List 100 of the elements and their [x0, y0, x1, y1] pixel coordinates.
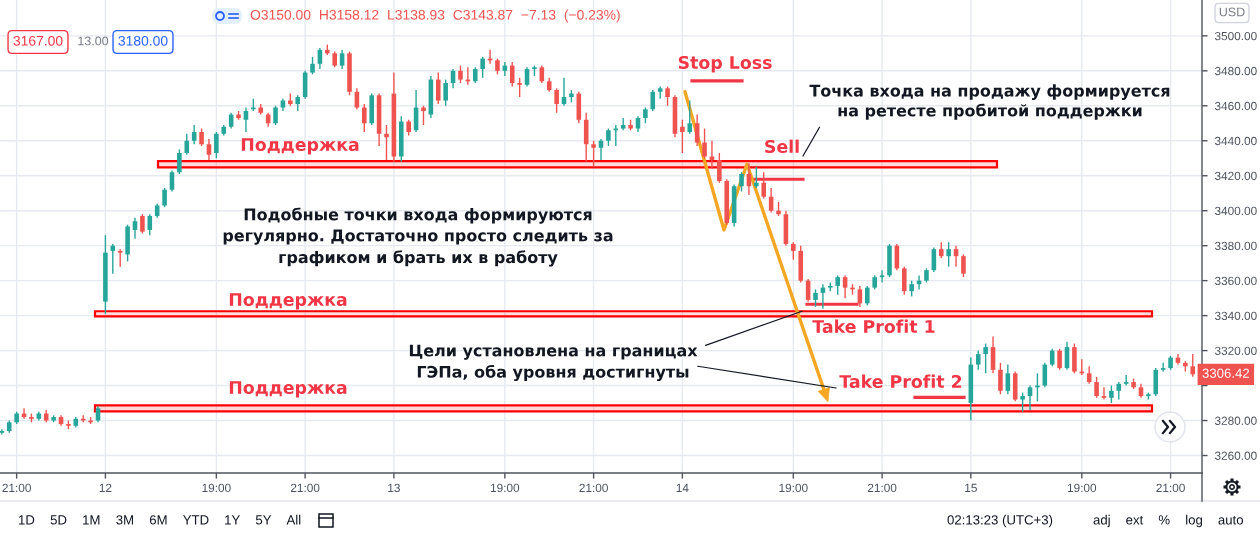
candlestick — [687, 99, 693, 135]
candlestick — [1057, 348, 1062, 371]
x-tick-label: 12 — [99, 483, 112, 492]
candlestick — [554, 87, 559, 114]
y-tick-label: 3440.00 — [1214, 136, 1257, 146]
candlestick — [1094, 376, 1099, 399]
y-tick-label: 3380.00 — [1214, 241, 1257, 251]
x-tick-label: 21:00 — [2, 483, 31, 493]
x-tick-label: 21:00 — [579, 483, 608, 493]
candlestick — [517, 77, 522, 98]
candlestick — [761, 171, 767, 200]
text: USD — [1219, 7, 1245, 17]
ref-line-label: Take Profit 2 — [839, 374, 962, 389]
candlestick — [435, 71, 441, 105]
candlestick — [975, 349, 981, 371]
candlestick — [443, 78, 448, 107]
y-tick-label: 3260.00 — [1214, 451, 1257, 460]
annotation: Подобные точки входа формируются регулярно. Достаточно просто следить за графиком и брать их в работу — [223, 207, 613, 267]
x-tick-label: 21:00 — [1156, 483, 1185, 493]
candlestick — [362, 103, 367, 133]
candlestick — [754, 166, 759, 189]
candlestick — [421, 105, 426, 126]
candlestick — [717, 152, 722, 184]
candlestick — [1190, 353, 1196, 378]
candlestick — [169, 169, 175, 193]
candlestick — [206, 138, 212, 161]
candlestick — [162, 187, 167, 208]
candlestick — [657, 85, 663, 100]
candlestick — [901, 265, 907, 296]
annotation: Цели установлена на границах — [409, 344, 698, 360]
candlestick — [132, 217, 138, 240]
ref-line-label: Sell — [765, 139, 799, 154]
y-tick-label: 3280.00 — [1214, 416, 1257, 425]
candlestick — [214, 131, 219, 159]
candlestick — [961, 253, 966, 278]
annotation: Точка входа на продажу формируется на ретесте пробитой поддержки — [809, 84, 1170, 120]
candlestick — [879, 269, 885, 284]
ref-line-label: Take Profit 1 — [812, 319, 935, 334]
candlestick — [946, 241, 951, 268]
text: 1D 5D 1M 3M 6M YTD 1Y 5Y All — [19, 514, 301, 525]
candlestick — [191, 124, 197, 145]
x-tick-label: 19:00 — [490, 483, 520, 493]
candlestick — [998, 362, 1003, 396]
candlestick — [509, 61, 515, 88]
annotation: O3150.00 H3158.12 L3138.93 C3143.87 −7.13 (−0.23%) — [250, 9, 620, 23]
candlestick — [177, 148, 182, 175]
candlestick — [0, 428, 5, 436]
candlestick — [865, 285, 870, 306]
band-label: Поддержка — [229, 293, 347, 310]
y-tick-label: 3480.00 — [1214, 66, 1257, 76]
candlestick — [384, 124, 389, 161]
x-tick-label: 21:00 — [290, 483, 320, 493]
candlestick — [1160, 362, 1166, 373]
y-tick-label: 3500.00 — [1214, 31, 1257, 41]
ref-line-label: Stop Loss — [678, 55, 772, 73]
candlestick — [1005, 363, 1011, 396]
candlestick — [591, 140, 596, 168]
candlestick — [680, 119, 685, 154]
candlestick — [243, 106, 249, 133]
candlestick — [702, 127, 707, 159]
x-tick-label: 19:00 — [779, 483, 808, 493]
x-tick-label: 21:00 — [867, 483, 897, 493]
candlestick — [1027, 384, 1033, 411]
x-tick-label: 19:00 — [1067, 483, 1097, 493]
candlestick — [1101, 386, 1107, 401]
candlestick — [147, 213, 153, 236]
annotation: 3180.00 — [118, 35, 168, 46]
y-tick-label: 3360.00 — [1214, 276, 1257, 286]
candlestick — [1020, 391, 1025, 413]
y-tick-label: 3460.00 — [1214, 101, 1257, 111]
candlestick — [620, 117, 626, 131]
candlestick — [665, 85, 670, 107]
x-tick-label: 14 — [676, 483, 689, 492]
candlestick — [273, 105, 278, 126]
x-tick-label: 19:00 — [202, 483, 231, 493]
y-tick-label: 3400.00 — [1214, 206, 1257, 216]
text: 02:13:23 (UTC+3) — [947, 514, 1053, 528]
candlestick — [694, 113, 700, 147]
candlestick — [739, 171, 744, 193]
candlestick — [339, 49, 345, 70]
candlestick — [650, 89, 656, 112]
y-tick-label: 3340.00 — [1214, 311, 1257, 321]
candlestick — [835, 274, 840, 296]
candlestick — [140, 213, 145, 235]
annotation: ГЭПа, оба уровня достигнуты — [417, 364, 689, 382]
x-tick-label: 13 — [388, 483, 400, 493]
y-tick-label: 3420.00 — [1214, 171, 1257, 181]
candlestick — [184, 133, 190, 156]
text: 3306.42 — [1202, 368, 1250, 378]
annotation: 13.00 — [78, 36, 109, 46]
candlestick — [842, 274, 848, 299]
candlestick — [1123, 374, 1129, 387]
band-label: Поддержка — [241, 138, 359, 155]
candlestick — [983, 342, 988, 375]
annotation: 3167.00 — [13, 35, 63, 46]
candlestick — [480, 56, 485, 79]
y-tick-label: 3320.00 — [1214, 346, 1257, 355]
x-tick-label: 15 — [965, 483, 977, 493]
band-label: Поддержка — [229, 381, 347, 398]
text: adj ext % log auto — [1093, 514, 1243, 528]
